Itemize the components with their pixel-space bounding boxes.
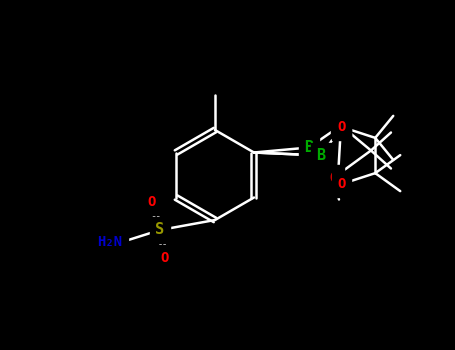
Text: O: O: [338, 177, 346, 191]
Text: O: O: [148, 195, 156, 209]
Text: O: O: [338, 120, 346, 134]
Text: O: O: [161, 251, 169, 265]
Text: H₂N: H₂N: [97, 235, 122, 249]
Text: B: B: [316, 148, 325, 163]
Text: O: O: [337, 119, 345, 133]
Text: B: B: [304, 140, 313, 155]
Text: S: S: [156, 223, 165, 238]
Text: O: O: [330, 170, 338, 184]
